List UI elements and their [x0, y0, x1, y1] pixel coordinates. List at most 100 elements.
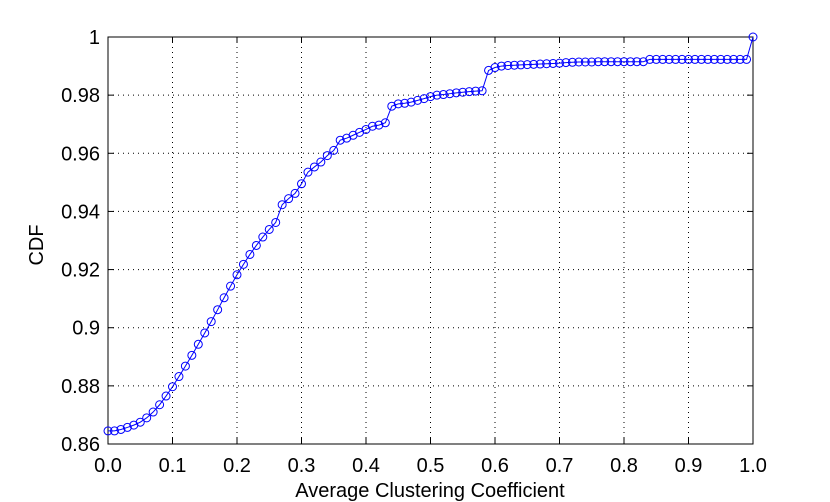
- y-tick-label: 0.92: [61, 260, 100, 282]
- x-tick-label: 0.9: [675, 455, 703, 477]
- data-point-marker: [477, 86, 487, 96]
- data-point-marker: [684, 54, 693, 64]
- x-tick-label: 0.3: [288, 455, 316, 477]
- data-point-marker: [651, 54, 661, 64]
- data-point-marker: [516, 60, 526, 70]
- data-point-marker: [290, 188, 300, 198]
- data-point-marker: [271, 217, 281, 227]
- data-point-marker: [329, 145, 339, 155]
- data-point-marker: [419, 94, 429, 104]
- data-point-marker: [464, 87, 474, 97]
- data-point-marker: [206, 317, 216, 327]
- data-point-marker: [529, 59, 539, 69]
- x-axis-label: Average Clustering Coefficient: [295, 480, 565, 502]
- data-point-marker: [187, 350, 197, 360]
- y-tick-label: 0.96: [61, 143, 100, 165]
- data-point-marker: [238, 259, 248, 269]
- x-tick-label: 0.2: [223, 455, 251, 477]
- data-point-marker: [522, 60, 532, 70]
- x-tick-label: 0.1: [159, 455, 187, 477]
- data-point-marker: [200, 328, 210, 338]
- data-point-marker: [406, 97, 416, 107]
- data-point-marker: [213, 305, 223, 315]
- data-point-marker: [426, 92, 435, 102]
- grid-lines: [108, 37, 753, 444]
- data-point-marker: [671, 54, 681, 64]
- data-point-marker: [458, 87, 468, 97]
- data-point-marker: [567, 57, 577, 67]
- data-point-marker: [309, 162, 319, 172]
- data-point-marker: [245, 249, 255, 259]
- data-point-marker: [632, 57, 642, 67]
- y-tick-label: 1: [89, 27, 100, 49]
- data-point-marker: [432, 90, 442, 100]
- data-point-marker: [645, 54, 655, 64]
- data-point-marker: [335, 135, 345, 145]
- data-point-marker: [496, 61, 506, 71]
- data-point-marker: [664, 54, 674, 64]
- data-point-marker: [180, 361, 190, 371]
- data-point-marker: [284, 194, 294, 204]
- y-axis-label: CDF: [26, 224, 48, 265]
- data-point-marker: [193, 339, 203, 349]
- x-tick-label: 0.0: [94, 455, 122, 477]
- data-point-marker: [561, 58, 571, 68]
- y-tick-label: 0.88: [61, 376, 100, 398]
- data-point-marker: [638, 57, 648, 67]
- data-point-marker: [613, 57, 623, 67]
- y-tick-label: 0.98: [61, 85, 100, 107]
- data-point-marker: [606, 57, 616, 67]
- data-point-marker: [677, 54, 687, 64]
- data-point-marker: [600, 57, 610, 67]
- data-point-marker: [367, 121, 377, 131]
- data-point-marker: [374, 120, 384, 130]
- x-tick-label: 0.5: [417, 455, 445, 477]
- data-point-marker: [722, 54, 732, 64]
- data-point-marker: [716, 54, 726, 64]
- y-tick-label: 0.9: [72, 318, 100, 340]
- data-point-marker: [103, 426, 113, 436]
- axis-ticks: 0.0 0.1 0.2 0.3 0.4 0.5 0.6 0.7 0.8 0.9 1.0 0.86 0.8…: [61, 27, 767, 477]
- data-point-marker: [297, 179, 306, 189]
- data-point-marker: [380, 118, 390, 128]
- series-line: [108, 36, 754, 432]
- data-point-marker: [316, 157, 326, 167]
- data-point-marker: [109, 426, 119, 436]
- x-tick-label: 0.8: [610, 455, 638, 477]
- data-point-marker: [168, 382, 177, 392]
- data-point-marker: [393, 99, 403, 109]
- data-point-marker: [729, 54, 739, 64]
- x-tick-label: 0.6: [481, 455, 509, 477]
- data-point-marker: [587, 57, 597, 67]
- data-point-marker: [277, 200, 287, 210]
- data-point-marker: [490, 63, 500, 73]
- data-point-marker: [451, 88, 461, 98]
- data-point-marker: [387, 101, 397, 111]
- data-point-marker: [148, 407, 158, 417]
- data-point-marker: [116, 424, 126, 434]
- data-point-marker: [135, 417, 145, 427]
- data-point-marker: [322, 151, 332, 161]
- data-point-marker: [264, 224, 274, 234]
- data-point-marker: [155, 400, 165, 410]
- data-point-marker: [258, 232, 268, 242]
- data-point-marker: [303, 167, 313, 177]
- y-tick-label: 0.86: [61, 434, 100, 456]
- data-point-marker: [232, 270, 242, 280]
- data-point-marker: [555, 58, 564, 68]
- data-point-marker: [438, 90, 448, 100]
- data-point-marker: [161, 391, 171, 401]
- x-tick-label: 0.4: [352, 455, 380, 477]
- data-point-marker: [509, 60, 519, 70]
- data-point-marker: [574, 57, 584, 67]
- data-point-marker: [219, 293, 229, 303]
- x-tick-label: 1.0: [739, 455, 767, 477]
- data-point-marker: [535, 59, 545, 69]
- data-point-marker: [593, 57, 603, 67]
- data-point-marker: [580, 57, 590, 67]
- data-point-marker: [690, 54, 700, 64]
- data-point-marker: [696, 54, 706, 64]
- data-point-marker: [142, 413, 152, 423]
- data-point-marker: [742, 54, 752, 64]
